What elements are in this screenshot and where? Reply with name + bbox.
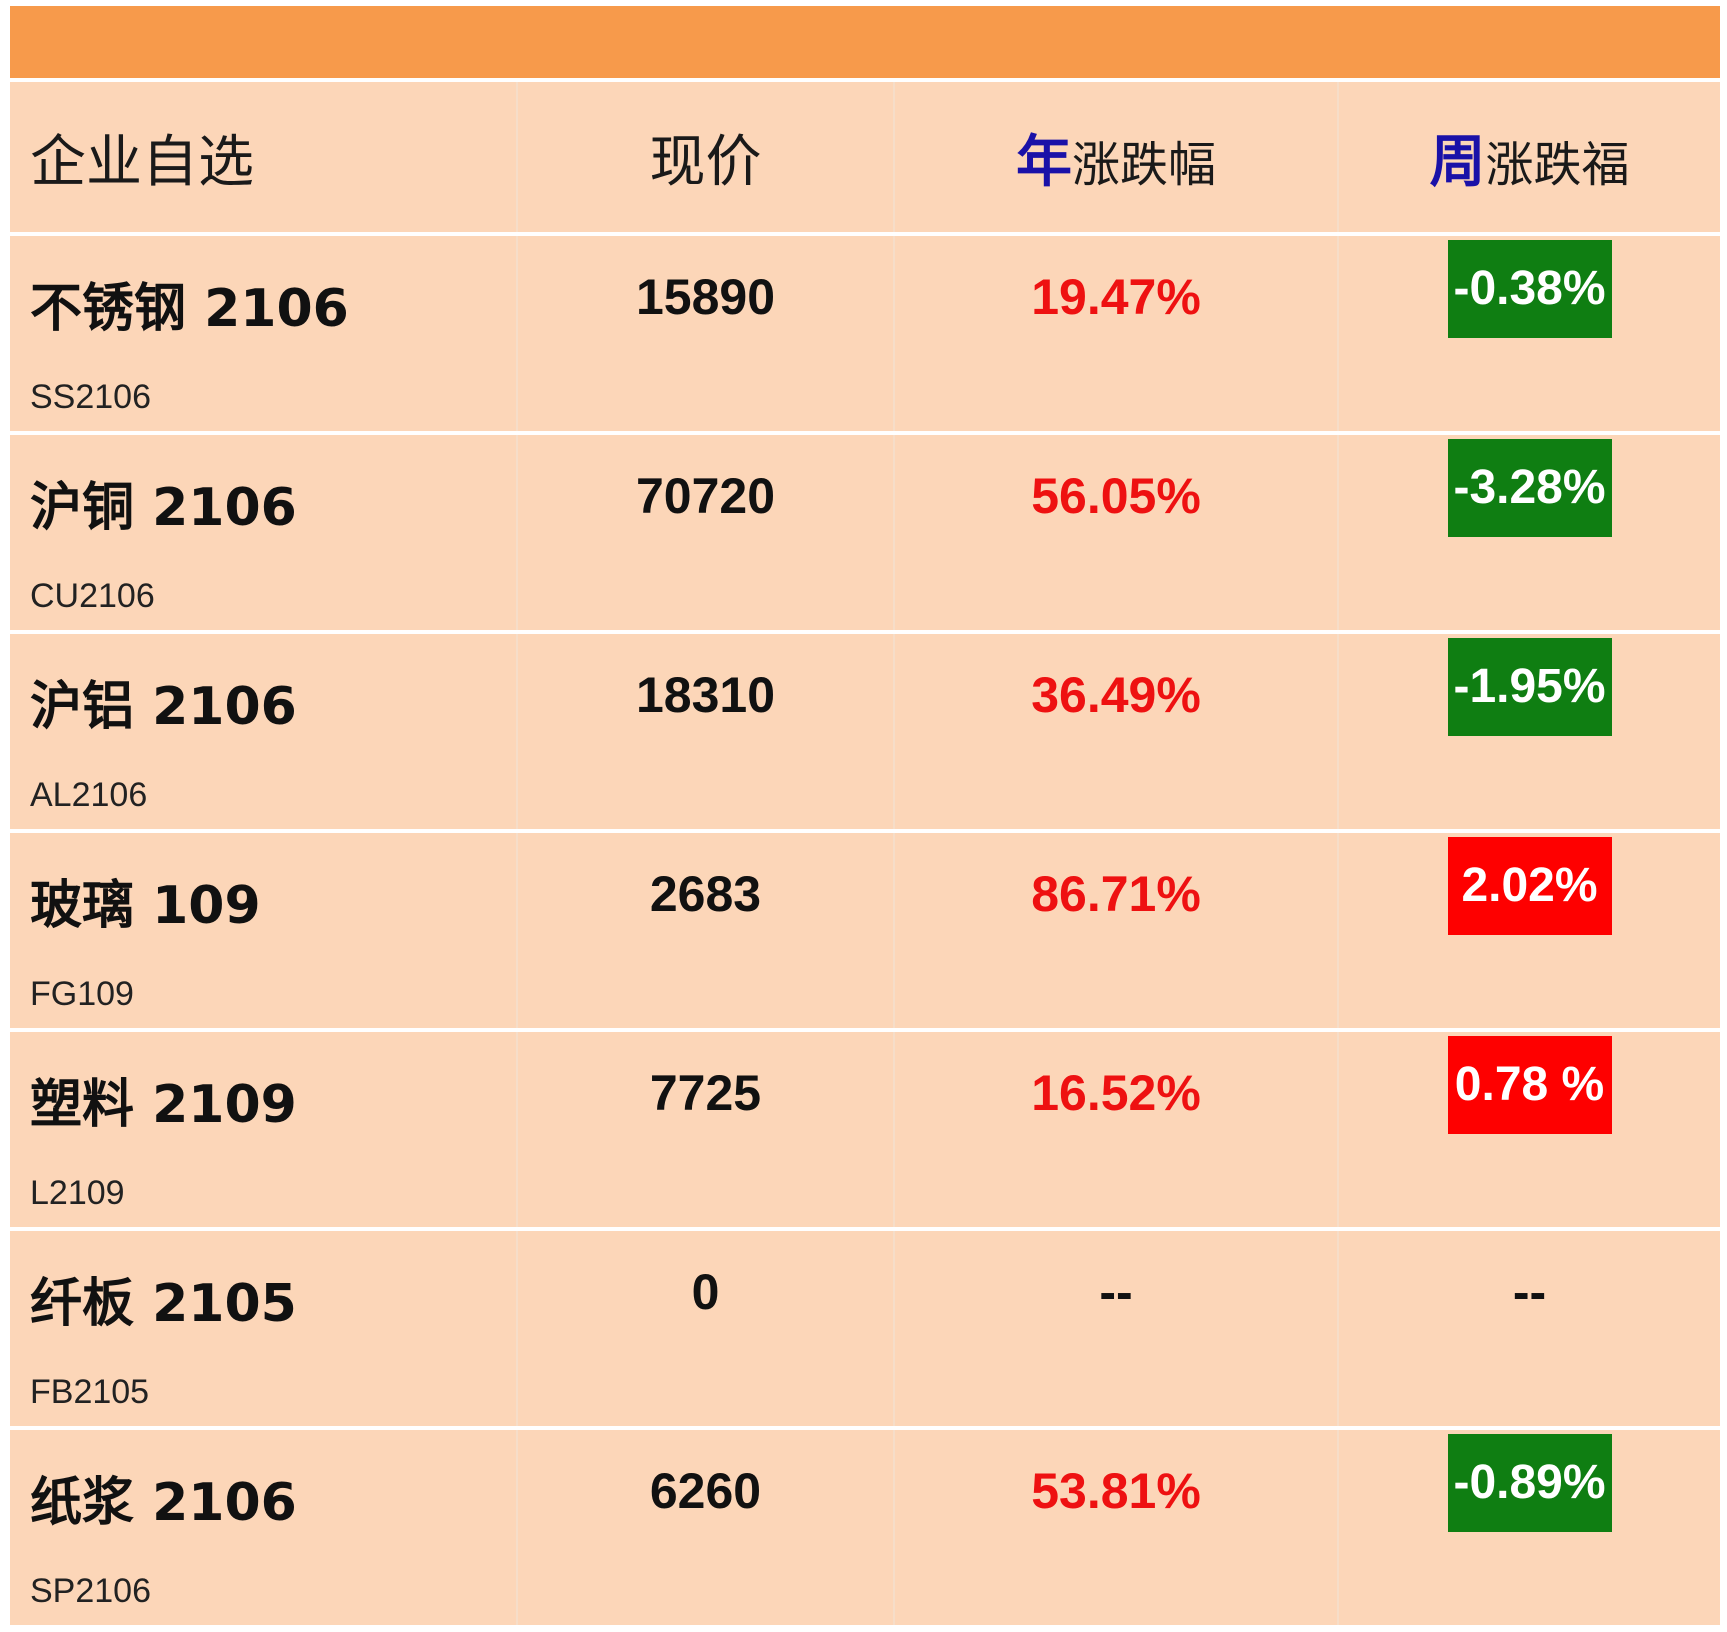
- header-name: 企业自选: [10, 82, 518, 236]
- week-change-cell: -0.38%: [1338, 234, 1720, 435]
- year-change-value: 16.52%: [1031, 1065, 1201, 1121]
- table-row[interactable]: 纤板 2105 FB2105 0 -- --: [10, 1229, 1720, 1430]
- table-row[interactable]: 沪铜 2106 CU2106 70720 56.05% -3.28%: [10, 433, 1720, 634]
- contract-name: 沪铜 2106: [30, 478, 297, 538]
- year-change-value: 86.71%: [1031, 866, 1201, 922]
- watchlist-table: 企业自选 现价 年涨跌幅 周涨跌福 不锈钢 2106 SS2106 15890 …: [10, 82, 1720, 1625]
- price-cell: 7725: [517, 1030, 895, 1231]
- week-change-cell: 2.02%: [1338, 831, 1720, 1032]
- name-cell: 纤板 2105 FB2105: [10, 1229, 518, 1430]
- week-change-badge: -3.28%: [1447, 439, 1612, 537]
- year-change-value: 19.47%: [1031, 269, 1201, 325]
- price-value: 15890: [635, 269, 776, 325]
- contract-code: CU2106: [30, 577, 155, 615]
- year-change-value: 56.05%: [1031, 468, 1201, 524]
- year-change-cell: --: [894, 1229, 1339, 1430]
- header-price-label: 现价: [649, 129, 762, 195]
- header-week-accent: 周: [1429, 129, 1486, 195]
- price-cell: 70720: [517, 433, 895, 634]
- table-row[interactable]: 沪铝 2106 AL2106 18310 36.49% -1.95%: [10, 632, 1720, 833]
- week-change-cell: 0.78 %: [1338, 1030, 1720, 1231]
- header-year-change: 年涨跌幅: [894, 82, 1339, 236]
- header-week-rest: 涨跌福: [1485, 136, 1630, 193]
- year-change-cell: 86.71%: [894, 831, 1339, 1032]
- table-row[interactable]: 纸浆 2106 SP2106 6260 53.81% -0.89%: [10, 1428, 1720, 1625]
- week-change-cell: -1.95%: [1338, 632, 1720, 833]
- table-row[interactable]: 不锈钢 2106 SS2106 15890 19.47% -0.38%: [10, 234, 1720, 435]
- year-change-cell: 36.49%: [894, 632, 1339, 833]
- price-value: 70720: [635, 468, 776, 524]
- week-change-badge: 2.02%: [1447, 837, 1612, 935]
- name-cell: 沪铜 2106 CU2106: [10, 433, 518, 634]
- contract-code: SP2106: [30, 1572, 151, 1610]
- name-cell: 不锈钢 2106 SS2106: [10, 234, 518, 435]
- contract-code: FG109: [30, 975, 134, 1013]
- contract-name: 塑料 2109: [30, 1075, 297, 1135]
- price-cell: 2683: [517, 831, 895, 1032]
- top-banner: [10, 6, 1720, 78]
- week-change-value: --: [1512, 1264, 1547, 1320]
- price-value: 0: [691, 1264, 720, 1320]
- header-year-rest: 涨跌幅: [1071, 136, 1216, 193]
- year-change-cell: 19.47%: [894, 234, 1339, 435]
- price-value: 7725: [649, 1065, 762, 1121]
- year-change-cell: 16.52%: [894, 1030, 1339, 1231]
- table-row[interactable]: 塑料 2109 L2109 7725 16.52% 0.78 %: [10, 1030, 1720, 1231]
- name-cell: 纸浆 2106 SP2106: [10, 1428, 518, 1625]
- price-cell: 15890: [517, 234, 895, 435]
- name-cell: 塑料 2109 L2109: [10, 1030, 518, 1231]
- week-change-badge: -0.89%: [1447, 1434, 1612, 1532]
- price-cell: 0: [517, 1229, 895, 1430]
- table-row[interactable]: 玻璃 109 FG109 2683 86.71% 2.02%: [10, 831, 1720, 1032]
- name-cell: 沪铝 2106 AL2106: [10, 632, 518, 833]
- price-cell: 6260: [517, 1428, 895, 1625]
- week-change-badge: 0.78 %: [1447, 1036, 1612, 1134]
- contract-code: AL2106: [30, 776, 148, 814]
- header-price: 现价: [517, 82, 895, 236]
- header-year-accent: 年: [1015, 129, 1072, 195]
- watchlist-table-container: 企业自选 现价 年涨跌幅 周涨跌福 不锈钢 2106 SS2106 15890 …: [10, 6, 1720, 1625]
- contract-code: FB2105: [30, 1373, 150, 1411]
- week-change-cell: -3.28%: [1338, 433, 1720, 634]
- contract-code: L2109: [30, 1174, 125, 1212]
- year-change-cell: 56.05%: [894, 433, 1339, 634]
- year-change-value: 36.49%: [1031, 667, 1201, 723]
- contract-name: 不锈钢 2106: [30, 279, 349, 339]
- week-change-badge: -0.38%: [1447, 240, 1612, 338]
- price-value: 18310: [635, 667, 776, 723]
- contract-code: SS2106: [30, 378, 151, 416]
- price-cell: 18310: [517, 632, 895, 833]
- contract-name: 纤板 2105: [30, 1274, 297, 1334]
- header-name-label: 企业自选: [30, 129, 254, 195]
- contract-name: 沪铝 2106: [30, 677, 297, 737]
- year-change-value: --: [1099, 1264, 1133, 1320]
- name-cell: 玻璃 109 FG109: [10, 831, 518, 1032]
- week-change-cell: -0.89%: [1338, 1428, 1720, 1625]
- price-value: 2683: [649, 866, 762, 922]
- year-change-cell: 53.81%: [894, 1428, 1339, 1625]
- week-change-badge: -1.95%: [1447, 638, 1612, 736]
- week-change-cell: --: [1338, 1229, 1720, 1430]
- contract-name: 纸浆 2106: [30, 1473, 297, 1533]
- price-value: 6260: [649, 1463, 762, 1519]
- header-week-change: 周涨跌福: [1338, 82, 1720, 236]
- contract-name: 玻璃 109: [30, 876, 261, 936]
- header-row: 企业自选 现价 年涨跌幅 周涨跌福: [10, 82, 1720, 236]
- year-change-value: 53.81%: [1031, 1463, 1201, 1519]
